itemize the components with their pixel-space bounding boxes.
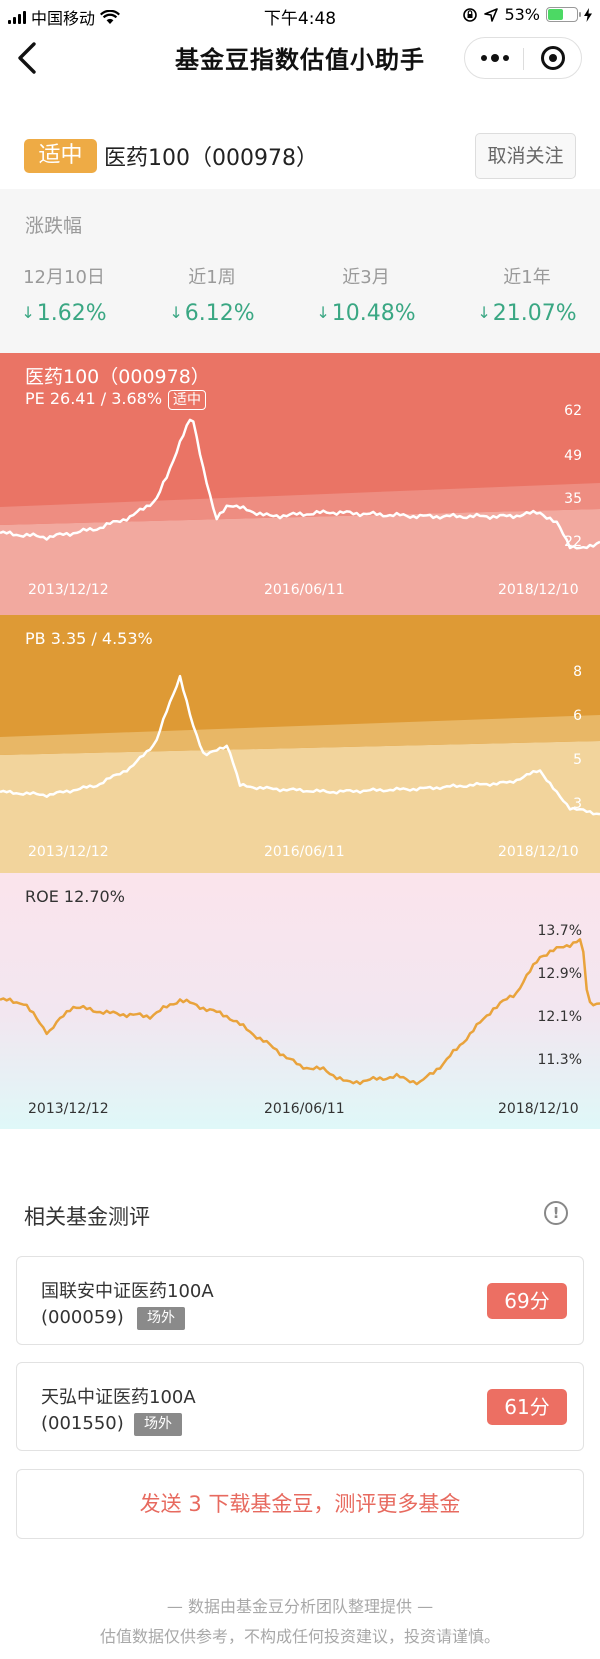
charging-icon — [584, 7, 592, 22]
fund-code: (000059) — [41, 1307, 124, 1328]
target-icon — [540, 46, 565, 70]
fund-name: 天弘中证医药100A — [41, 1387, 196, 1408]
x-tick: 2016/06/11 — [264, 844, 345, 860]
fund-score: 61分 — [487, 1389, 567, 1425]
x-tick: 2016/06/11 — [264, 582, 345, 598]
pb-chart: PB 3.35 / 4.53% 8 6 5 3 2013/12/12 2016/… — [0, 615, 600, 873]
pe-chart-subtitle: PE 26.41 / 3.68% 适中 — [25, 389, 207, 410]
y-tick: 11.3% — [537, 1052, 582, 1068]
status-time: 下午4:48 — [263, 9, 337, 29]
series-line — [0, 938, 600, 1086]
valuation-zone-band — [0, 741, 600, 873]
series-line — [0, 418, 600, 550]
lock-rotation-icon — [463, 7, 478, 22]
pb-chart-plot — [0, 674, 600, 873]
valuation-zone-band — [0, 715, 600, 755]
nav-bar: 基金豆指数估值小助手 — [0, 30, 600, 86]
down-arrow-icon: ↓ — [316, 303, 330, 322]
change-value: ↓10.48% — [316, 301, 416, 326]
y-tick: 6 — [573, 708, 582, 724]
y-tick: 3 — [573, 796, 582, 812]
valuation-zone-band — [0, 483, 600, 525]
change-period: 近3月 — [342, 267, 390, 288]
x-tick: 2018/12/10 — [498, 1101, 579, 1117]
signal-icon — [8, 10, 26, 24]
down-arrow-icon: ↓ — [169, 303, 183, 322]
x-tick: 2013/12/12 — [28, 1101, 109, 1117]
footer-source: — 数据由基金豆分析团队整理提供 — — [166, 1597, 434, 1616]
y-tick: 12.9% — [537, 966, 582, 982]
carrier-label: 中国移动 — [31, 9, 96, 28]
change-value: ↓21.07% — [477, 301, 577, 326]
roe-chart-plot — [0, 938, 600, 1086]
x-tick: 2016/06/11 — [264, 1101, 345, 1117]
download-app-button[interactable]: 发送 3 下载基金豆，测评更多基金 — [16, 1469, 584, 1539]
fund-card[interactable]: 天弘中证医药100A (001550) 场外 61分 — [16, 1362, 584, 1451]
status-bar: 中国移动 下午4:48 53% — [0, 0, 600, 30]
change-label: 涨跌幅 — [25, 215, 83, 237]
x-tick: 2018/12/10 — [498, 844, 579, 860]
fund-name: 国联安中证医药100A — [41, 1281, 214, 1302]
valuation-badge: 适中 — [24, 139, 97, 173]
more-button[interactable] — [465, 38, 523, 78]
unfollow-button[interactable]: 取消关注 — [475, 133, 576, 179]
y-tick: 49 — [564, 448, 582, 464]
more-icon — [481, 54, 509, 62]
footer-disclaimer: 估值数据仅供参考，不构成任何投资建议，投资请谨慎。 — [99, 1627, 500, 1646]
fund-tag: 场外 — [134, 1413, 182, 1436]
fund-card[interactable]: 国联安中证医药100A (000059) 场外 69分 — [16, 1256, 584, 1345]
info-icon[interactable]: ! — [544, 1201, 568, 1225]
change-value: ↓1.62% — [21, 301, 107, 326]
y-tick: 8 — [573, 664, 582, 680]
location-icon — [484, 7, 499, 22]
wifi-icon — [100, 9, 120, 24]
related-funds-title: 相关基金测评 — [24, 1205, 150, 1229]
y-tick: 22 — [564, 534, 582, 550]
y-tick: 5 — [573, 752, 582, 768]
change-period: 12月10日 — [23, 267, 105, 288]
mini-program-capsule — [464, 37, 582, 79]
roe-chart: ROE 12.70% 13.7% 12.9% 12.1% 11.3% 2013/… — [0, 873, 600, 1129]
y-tick: 12.1% — [537, 1009, 582, 1025]
change-period: 近1周 — [188, 267, 236, 288]
series-line — [0, 674, 600, 816]
valuation-zone-band — [0, 509, 600, 615]
index-header: 适中 医药100（000978） 取消关注 — [0, 133, 600, 179]
page-title: 基金豆指数估值小助手 — [175, 46, 425, 74]
price-change-panel: 涨跌幅 12月10日 近1周 近3月 近1年 ↓1.62% ↓6.12% ↓10… — [0, 189, 600, 353]
pe-valuation-badge: 适中 — [168, 390, 207, 410]
battery-icon — [546, 7, 581, 22]
fund-score: 69分 — [487, 1283, 567, 1319]
x-tick: 2013/12/12 — [28, 582, 109, 598]
back-button[interactable] — [10, 36, 50, 80]
index-name: 医药100（000978） — [104, 146, 318, 171]
battery-percent: 53% — [504, 5, 540, 24]
back-icon — [18, 42, 36, 74]
pe-chart-title: 医药100（000978） — [25, 366, 210, 388]
down-arrow-icon: ↓ — [21, 303, 35, 322]
y-tick: 62 — [564, 403, 582, 419]
change-value: ↓6.12% — [169, 301, 255, 326]
change-period: 近1年 — [503, 267, 551, 288]
pb-chart-title: PB 3.35 / 4.53% — [25, 629, 153, 648]
x-tick: 2018/12/10 — [498, 582, 579, 598]
x-tick: 2013/12/12 — [28, 844, 109, 860]
pe-chart-plot — [0, 418, 600, 615]
roe-chart-title: ROE 12.70% — [25, 887, 125, 906]
pe-chart: 医药100（000978） PE 26.41 / 3.68% 适中 62 49 3… — [0, 353, 600, 615]
close-mini-program-button[interactable] — [524, 38, 582, 78]
fund-code: (001550) — [41, 1413, 124, 1434]
y-tick: 35 — [564, 491, 582, 507]
y-tick: 13.7% — [537, 923, 582, 939]
fund-tag: 场外 — [137, 1307, 185, 1330]
down-arrow-icon: ↓ — [477, 303, 491, 322]
